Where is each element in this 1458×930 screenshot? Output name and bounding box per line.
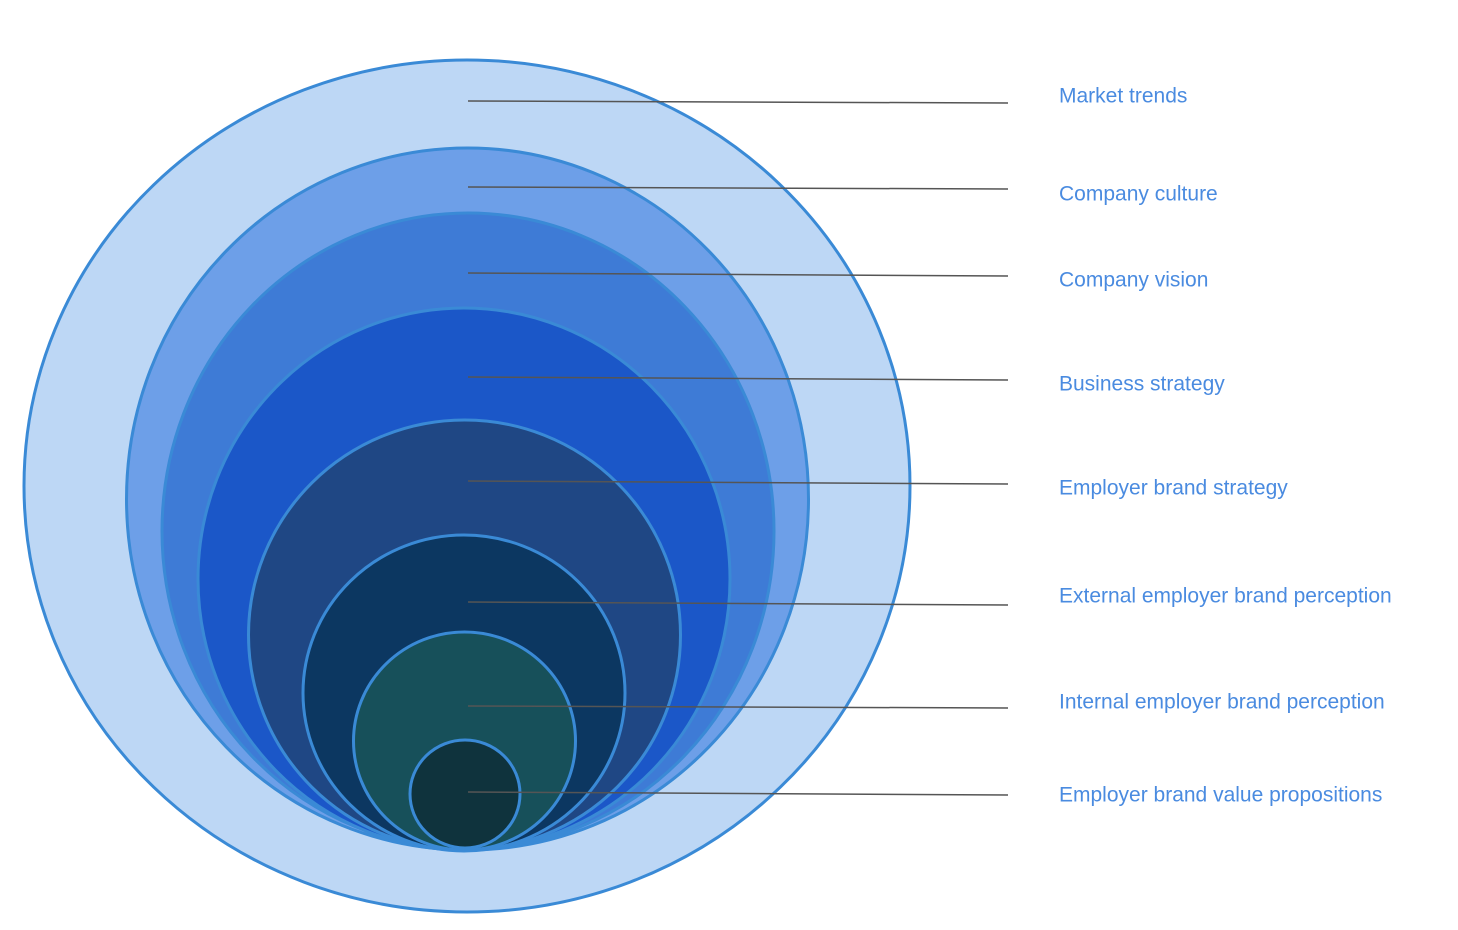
label: Employer brand strategy [1059,477,1288,500]
leader-line [467,186,1009,190]
leader-line [467,100,1009,104]
leader-line [467,376,1009,381]
leader-line [467,791,1009,796]
leader-line [467,272,1009,277]
label: Company culture [1059,183,1218,206]
label: Company vision [1059,269,1208,292]
ring [408,738,522,850]
label: Market trends [1059,85,1187,108]
label: Employer brand value propositions [1059,784,1382,807]
label: Internal employer brand perception [1059,691,1385,714]
leader-line [467,705,1009,709]
leader-line [467,480,1009,485]
label: External employer brand perception [1059,585,1392,608]
leader-line [467,601,1009,606]
label: Business strategy [1059,373,1225,396]
